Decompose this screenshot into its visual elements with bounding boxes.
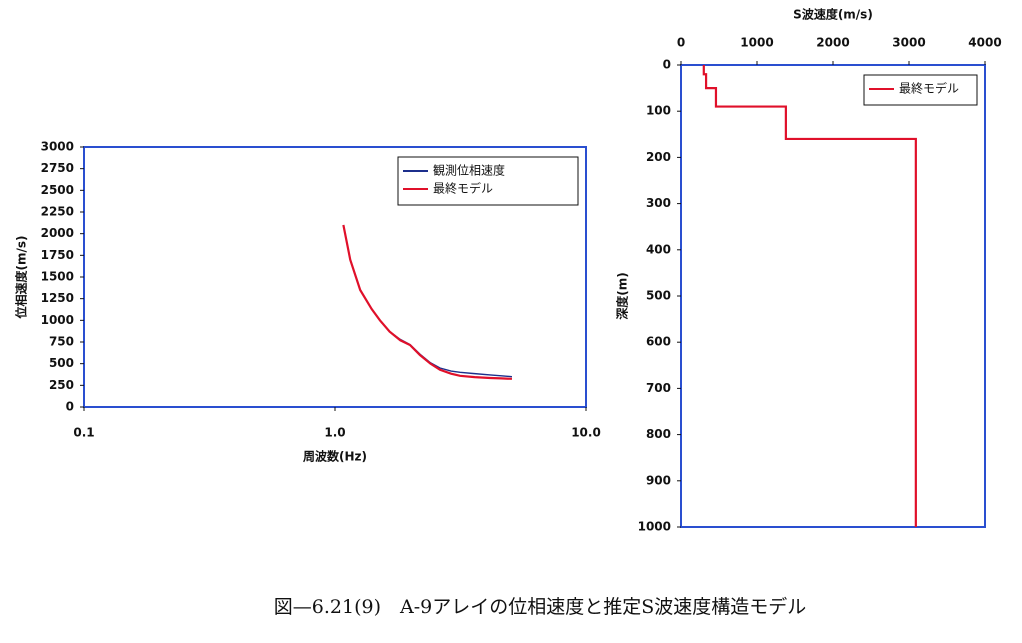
y-axis-label: 位相速度(m/s) (14, 236, 29, 320)
x-tick-label: 1.0 (324, 426, 345, 440)
y-tick-label: 2750 (41, 161, 74, 175)
caption: 図—6.21(9) A-9アレイの位相速度と推定S波速度構造モデル (274, 596, 806, 618)
y-tick-label: 400 (646, 242, 671, 256)
y-tick-label: 1000 (41, 313, 74, 327)
y-tick-label: 700 (646, 381, 671, 395)
y-tick-label: 300 (646, 196, 671, 210)
x-axis-label: 周波数(Hz) (303, 449, 367, 464)
x-tick-label: 1000 (740, 36, 773, 50)
y-tick-label: 1750 (41, 248, 74, 262)
x-tick-label: 4000 (968, 36, 1001, 50)
y-tick-label: 600 (646, 335, 671, 349)
y-tick-label: 500 (646, 289, 671, 303)
y-tick-label: 1250 (41, 291, 74, 305)
legend-label: 観測位相速度 (433, 164, 505, 178)
x-tick-label: 3000 (892, 36, 925, 50)
y-tick-label: 2500 (41, 183, 74, 197)
y-tick-label: 1000 (638, 520, 671, 534)
y-tick-label: 100 (646, 104, 671, 118)
x-tick-label: 0 (677, 36, 685, 50)
x-axis-label: S波速度(m/s) (793, 7, 873, 22)
series-line (702, 65, 917, 527)
y-tick-label: 500 (49, 356, 74, 370)
y-tick-label: 900 (646, 473, 671, 487)
plot-frame (680, 64, 986, 528)
x-tick-label: 0.1 (73, 426, 94, 440)
series-line (342, 224, 513, 378)
legend-label: 最終モデル (899, 81, 959, 96)
legend-label: 最終モデル (433, 181, 493, 196)
y-tick-label: 0 (663, 58, 671, 72)
y-axis-label: 深度(m) (615, 272, 630, 319)
legend-box (397, 156, 579, 206)
y-tick-label: 3000 (41, 140, 74, 154)
y-tick-label: 250 (49, 378, 74, 392)
y-tick-label: 0 (66, 400, 74, 414)
series-line (342, 224, 513, 380)
y-tick-label: 2250 (41, 205, 74, 219)
y-tick-label: 200 (646, 150, 671, 164)
y-tick-label: 2000 (41, 226, 74, 240)
y-tick-label: 800 (646, 427, 671, 441)
y-tick-label: 1500 (41, 270, 74, 284)
x-tick-label: 10.0 (571, 426, 601, 440)
y-tick-label: 750 (49, 335, 74, 349)
x-tick-label: 2000 (816, 36, 849, 50)
